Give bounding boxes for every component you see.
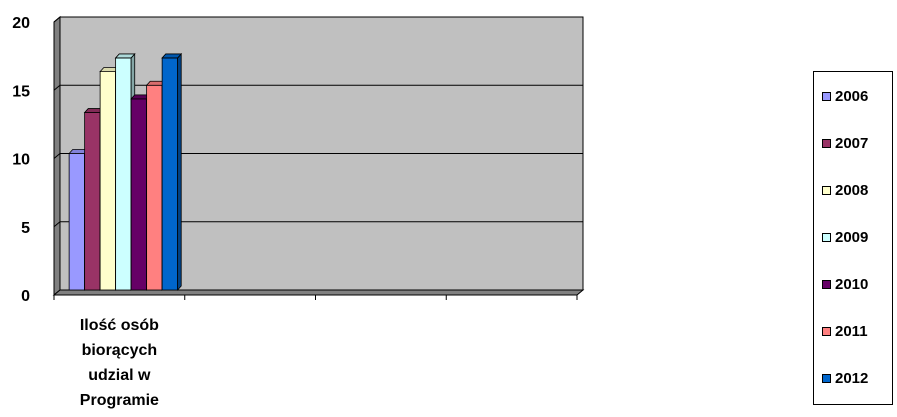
x-category-label: Programie <box>80 392 159 409</box>
bar-2012 <box>161 52 183 292</box>
gridline-side <box>53 84 61 91</box>
bar-front <box>146 84 163 291</box>
bar-front <box>130 98 148 291</box>
x-category-label: udzial w <box>88 367 151 384</box>
bar-front <box>115 57 132 291</box>
chart-legend: 2006 2007 2008 2009 2010 2011 2012 <box>813 71 893 405</box>
legend-item-2012: 2012 <box>822 369 869 387</box>
bar-front <box>84 112 101 291</box>
legend-label: 2009 <box>835 228 869 246</box>
legend-swatch <box>822 232 831 242</box>
legend-swatch <box>822 279 831 289</box>
bar-front <box>68 153 86 291</box>
bar-top <box>114 53 136 59</box>
legend-item-2008: 2008 <box>822 181 869 199</box>
bar-side <box>177 52 182 292</box>
legend-swatch <box>822 326 831 336</box>
legend-swatch <box>822 185 831 195</box>
y-tick-label: 0 <box>21 288 30 305</box>
gridline-side <box>53 16 61 23</box>
legend-item-2006: 2006 <box>822 87 869 105</box>
bar-front <box>99 71 117 291</box>
legend-item-2010: 2010 <box>822 275 869 293</box>
legend-label: 2008 <box>835 181 869 199</box>
legend-label: 2012 <box>835 369 869 387</box>
y-tick-label: 15 <box>12 83 30 100</box>
x-category-label: biorących <box>82 342 158 359</box>
bar-top <box>161 53 183 59</box>
bar-front <box>161 57 179 291</box>
legend-item-2009: 2009 <box>822 228 869 246</box>
x-category-label: Ilość osób <box>80 317 159 334</box>
legend-label: 2011 <box>835 322 868 340</box>
chart-floor <box>52 289 585 296</box>
gridline-side <box>53 221 61 228</box>
legend-label: 2006 <box>835 87 869 105</box>
legend-swatch <box>822 91 831 101</box>
legend-label: 2010 <box>835 275 869 293</box>
y-tick-label: 20 <box>12 15 30 32</box>
y-tick-label: 5 <box>21 220 30 237</box>
legend-swatch <box>822 373 831 383</box>
legend-item-2011: 2011 <box>822 322 868 340</box>
y-tick-label: 10 <box>12 152 30 169</box>
legend-label: 2007 <box>835 134 869 152</box>
gridline-side <box>53 153 61 159</box>
legend-item-2007: 2007 <box>822 134 869 152</box>
legend-swatch <box>822 138 831 148</box>
